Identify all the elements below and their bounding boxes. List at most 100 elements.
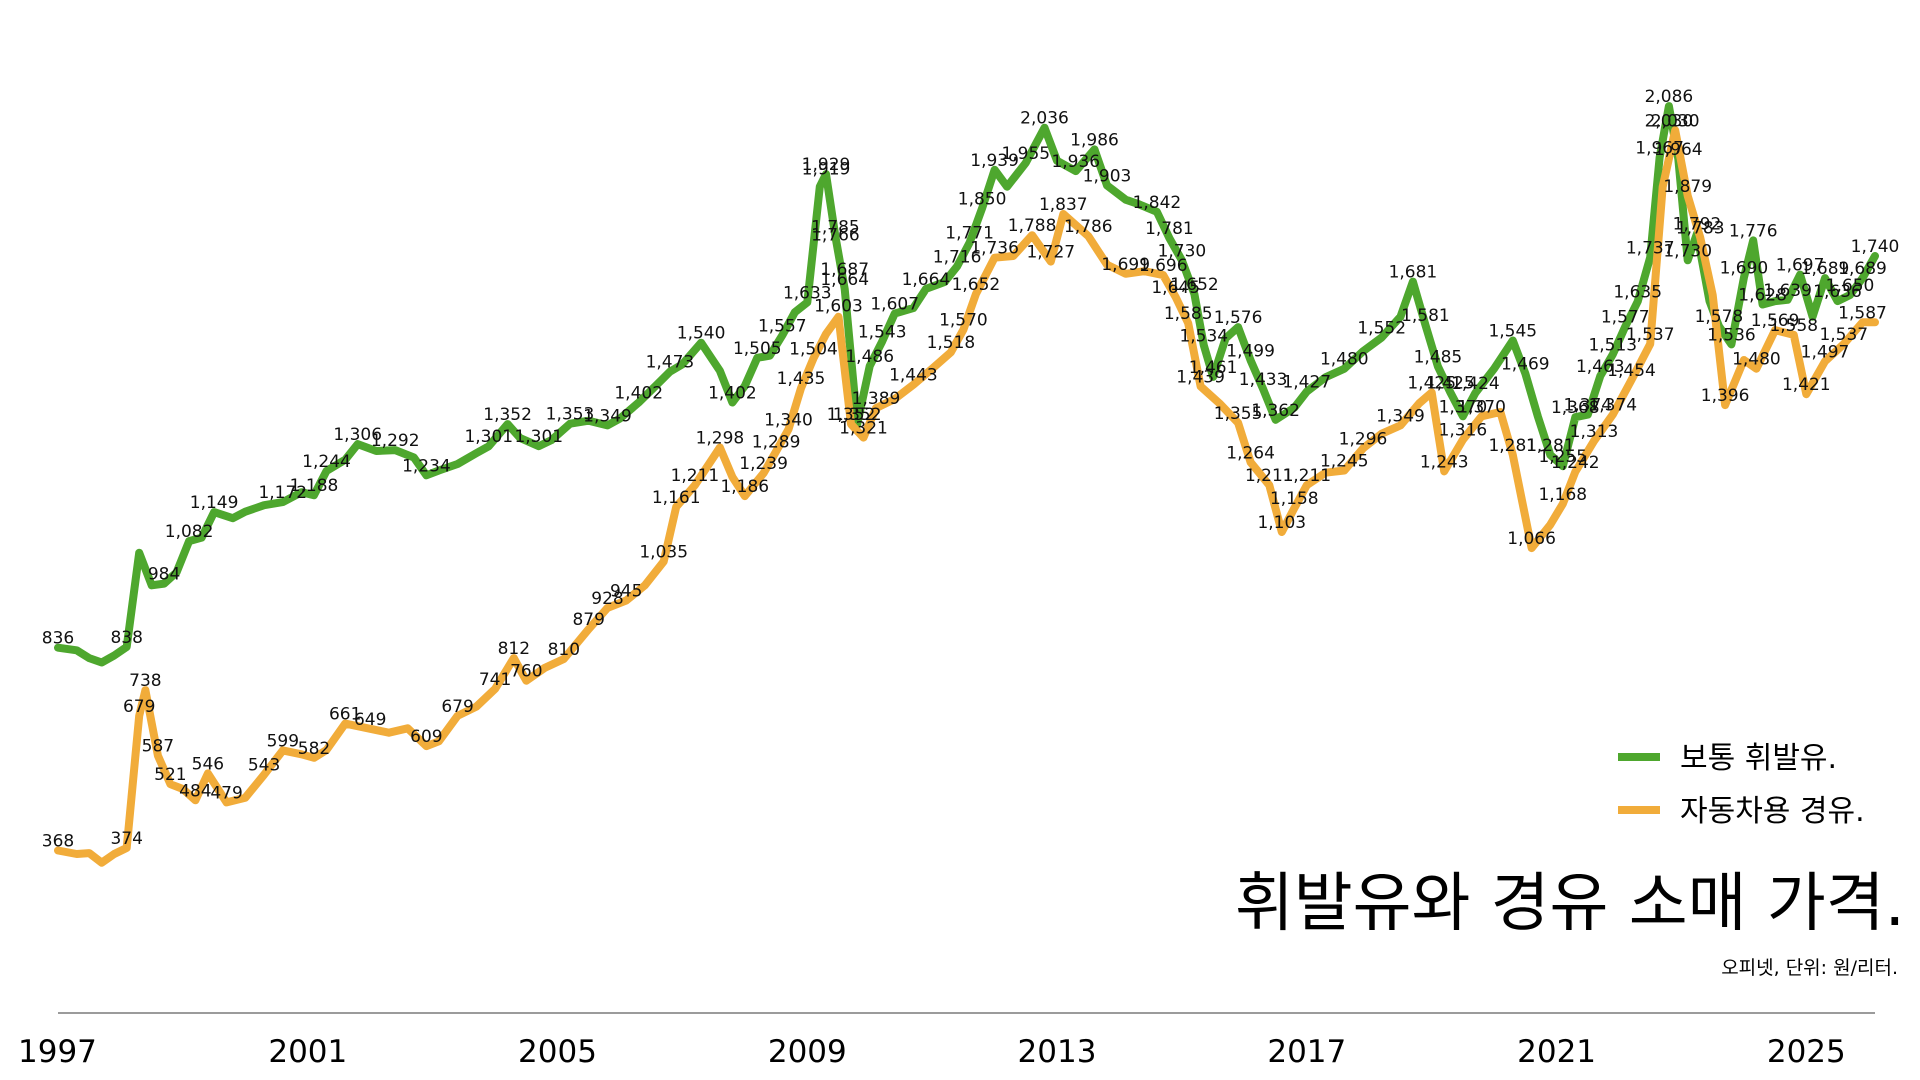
data-label-gasoline: 1,635 — [1613, 283, 1662, 303]
data-label-diesel: 1,349 — [1376, 406, 1425, 426]
x-tick-layer: 1997 2001 2005 2009 2013 2017 2021 2025 — [18, 1034, 1846, 1070]
data-label-gasoline: 1,424 — [1451, 374, 1500, 394]
data-label-diesel: 1,243 — [1420, 452, 1469, 472]
data-label-gasoline: 1,842 — [1133, 193, 1182, 213]
data-label-gasoline: 1,552 — [1357, 319, 1406, 339]
data-label-diesel: 484 — [179, 781, 211, 801]
data-label-diesel: 1,211 — [1282, 466, 1331, 486]
data-label-gasoline: 1,628 — [1738, 286, 1787, 306]
data-label-gasoline: 1,577 — [1601, 308, 1650, 328]
data-label-gasoline: 1,581 — [1401, 306, 1450, 326]
data-label-gasoline: 1,690 — [1720, 259, 1769, 279]
data-label-diesel: 1,480 — [1732, 350, 1781, 370]
chart-subtitle: 오피넷, 단위: 원/리터. — [1721, 957, 1898, 979]
data-label-diesel: 1,066 — [1507, 529, 1556, 549]
data-label-diesel: 1,298 — [696, 429, 745, 449]
data-label-gasoline: 1,370 — [1439, 397, 1488, 417]
data-label-gasoline: 1,368 — [1551, 398, 1600, 418]
data-label-gasoline: 836 — [42, 629, 74, 649]
data-label-diesel: 812 — [498, 639, 530, 659]
series-line-gasoline — [54, 102, 1879, 667]
data-label-gasoline: 1,234 — [402, 456, 451, 476]
data-label-gasoline: 1,352 — [483, 405, 532, 425]
data-label-gasoline: 1,306 — [333, 425, 382, 445]
data-label-diesel: 1,211 — [1245, 466, 1294, 486]
data-label-gasoline: 1,485 — [1414, 348, 1463, 368]
data-label-gasoline: 1,461 — [1189, 358, 1238, 378]
data-label-diesel: 810 — [548, 640, 580, 660]
data-label-diesel: 1,239 — [739, 454, 788, 474]
data-label-gasoline: 1,352 — [833, 405, 882, 425]
data-label-gasoline: 1,292 — [371, 431, 420, 451]
data-label-gasoline: 1,301 — [514, 427, 563, 447]
data-label-gasoline: 1,545 — [1488, 322, 1537, 342]
x-tick-label: 2009 — [768, 1034, 847, 1070]
data-label-gasoline: 2,086 — [1645, 87, 1694, 107]
data-label-gasoline: 1,362 — [1251, 401, 1300, 421]
data-label-gasoline: 1,776 — [1729, 221, 1778, 241]
series-line-diesel — [54, 126, 1879, 867]
data-label-gasoline: 1,903 — [1083, 166, 1132, 186]
data-label-diesel: 1,316 — [1439, 421, 1488, 441]
data-label-diesel: 1,161 — [652, 488, 701, 508]
data-label-gasoline: 1,301 — [464, 427, 513, 447]
data-label-gasoline: 1,402 — [708, 384, 757, 404]
x-tick-label: 2005 — [518, 1034, 597, 1070]
data-label-diesel: 1,696 — [1139, 256, 1188, 276]
data-label-gasoline: 1,697 — [1776, 256, 1825, 276]
data-label-gasoline: 1,664 — [820, 270, 869, 290]
data-label-gasoline: 1,486 — [845, 347, 894, 367]
data-label-diesel: 760 — [510, 662, 542, 682]
data-label-diesel: 1,443 — [889, 366, 938, 386]
data-label-gasoline: 1,766 — [811, 226, 860, 246]
data-label-gasoline: 1,919 — [802, 159, 851, 179]
data-label-diesel: 1,242 — [1551, 453, 1600, 473]
data-label-gasoline: 1,664 — [902, 270, 951, 290]
legend: 보통 휘발유. 자동차용 경유. — [1618, 741, 1865, 829]
data-label-diesel: 1,587 — [1838, 303, 1887, 323]
data-label-diesel: 1,736 — [970, 239, 1019, 259]
data-label-gasoline: 1,633 — [783, 283, 832, 303]
data-label-diesel: 1,313 — [1570, 422, 1619, 442]
data-label-gasoline: 1,244 — [302, 452, 351, 472]
data-label-gasoline: 838 — [110, 628, 142, 648]
data-label-gasoline: 1,716 — [933, 247, 982, 267]
data-label-gasoline: 1,576 — [1214, 308, 1263, 328]
data-label-diesel: 1,103 — [1257, 513, 1306, 533]
data-label-diesel: 1,699 — [1101, 255, 1150, 275]
data-label-gasoline: 1,639 — [1763, 281, 1812, 301]
data-label-diesel: 1,569 — [1751, 311, 1800, 331]
data-label-diesel: 1,497 — [1801, 342, 1850, 362]
data-label-diesel: 1,352 — [827, 405, 876, 425]
data-label-diesel: 1,355 — [1214, 404, 1263, 424]
data-label-diesel: 1,425 — [1407, 374, 1456, 394]
data-label-gasoline: 1,557 — [758, 316, 807, 336]
legend-label-gasoline: 보통 휘발유. — [1680, 741, 1837, 776]
data-label-gasoline: 1,652 — [1170, 275, 1219, 295]
data-label-gasoline: 1,689 — [1801, 259, 1850, 279]
data-label-diesel: 2,030 — [1651, 111, 1700, 131]
data-label-diesel: 1,421 — [1782, 375, 1831, 395]
data-label-diesel: 546 — [192, 754, 224, 774]
data-label-diesel: 1,837 — [1039, 195, 1088, 215]
data-label-gasoline: 1,082 — [165, 522, 214, 542]
data-label-gasoline: 1,771 — [945, 224, 994, 244]
data-label-gasoline: 1,740 — [1851, 237, 1900, 257]
data-label-gasoline: 1,543 — [858, 322, 907, 342]
data-label-diesel: 879 — [572, 610, 604, 630]
data-label-gasoline: 1,967 — [1635, 139, 1684, 159]
data-label-diesel: 368 — [42, 832, 74, 852]
data-label-diesel: 1,435 — [777, 369, 826, 389]
data-label-diesel: 679 — [441, 697, 473, 717]
data-label-gasoline: 1,188 — [290, 476, 339, 496]
data-label-gasoline: 1,730 — [1663, 241, 1712, 261]
x-tick-label: 2025 — [1767, 1034, 1846, 1070]
data-label-diesel: 1,396 — [1701, 386, 1750, 406]
data-label-gasoline: 1,149 — [190, 493, 239, 513]
data-label-gasoline: 1,650 — [1826, 276, 1875, 296]
data-label-diesel: 1,296 — [1339, 429, 1388, 449]
data-label-gasoline: 1,281 — [1526, 436, 1575, 456]
data-label-gasoline: 1,255 — [1538, 447, 1587, 467]
data-label-diesel: 1,504 — [789, 339, 838, 359]
